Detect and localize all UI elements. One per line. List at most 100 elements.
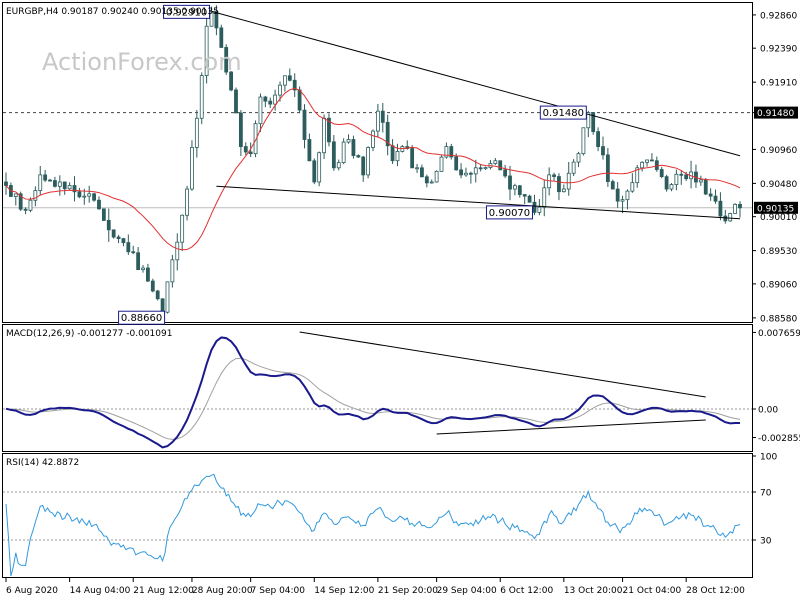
candle — [346, 134, 351, 144]
candle-body — [336, 162, 341, 169]
candle — [650, 153, 654, 162]
price-annotation-label-3: 0.90070 — [489, 208, 530, 219]
candle — [429, 179, 434, 184]
candle — [434, 170, 439, 183]
candle-body — [459, 169, 463, 176]
candle — [483, 166, 488, 170]
candle — [67, 182, 72, 190]
price-tick-label: 0.88580 — [760, 314, 797, 324]
candle-body — [483, 167, 488, 170]
candle — [366, 146, 371, 179]
candle — [38, 166, 43, 196]
candle — [674, 169, 679, 191]
candle-body — [297, 89, 302, 111]
candle-body — [258, 96, 263, 125]
candle-body — [43, 174, 48, 181]
candle-body — [380, 110, 385, 123]
candle — [738, 201, 742, 218]
candle-body — [292, 79, 297, 91]
candle-body — [424, 176, 429, 184]
candle — [566, 161, 571, 196]
candle — [542, 179, 547, 217]
candle-body — [229, 71, 233, 91]
x-tick-label: 6 Aug 2020 — [6, 586, 58, 596]
candle-body — [18, 193, 23, 210]
candle — [224, 44, 229, 75]
candle — [591, 112, 596, 135]
candle-body — [351, 139, 356, 156]
candle-body — [542, 187, 547, 208]
x-tick-label: 6 Oct 12:00 — [500, 586, 553, 596]
candle-body — [106, 220, 111, 231]
candle — [468, 171, 473, 184]
candle-body — [723, 215, 728, 222]
candle — [263, 95, 268, 108]
rsi-tick-label: 70 — [760, 489, 772, 499]
x-tick-label: 7 Sep 04:00 — [251, 586, 306, 596]
candle — [331, 135, 336, 171]
candle — [307, 133, 312, 162]
candle — [356, 154, 361, 158]
candle-body — [434, 170, 439, 183]
candle-body — [473, 167, 478, 175]
candle — [517, 185, 522, 198]
candle-body — [478, 167, 483, 170]
price-tick-label: 0.90480 — [760, 180, 797, 190]
candle — [703, 178, 708, 196]
candle — [92, 192, 96, 202]
candle-body — [698, 179, 703, 183]
candle-body — [703, 179, 708, 195]
candle-body — [493, 160, 498, 164]
candle — [439, 155, 444, 172]
candle — [185, 185, 189, 221]
candle-body — [679, 173, 684, 176]
candle-body — [57, 181, 62, 187]
candle — [561, 184, 566, 193]
price-tick-label: 0.90010 — [760, 213, 797, 223]
candle — [478, 164, 483, 172]
candle — [586, 110, 591, 138]
candle-body — [87, 193, 92, 197]
candle-body — [439, 156, 444, 172]
candle-body — [718, 200, 723, 217]
candle-body — [449, 146, 454, 158]
candle — [48, 178, 52, 182]
candle-body — [566, 172, 571, 190]
candle — [698, 175, 703, 186]
candle-body — [121, 238, 126, 244]
candle-body — [454, 156, 459, 171]
price-annotation-box-1 — [118, 310, 166, 325]
candle — [552, 172, 556, 181]
price-tick-label: 0.89530 — [760, 247, 797, 257]
candle — [395, 143, 400, 167]
candle-body — [390, 145, 395, 162]
candle-body — [557, 176, 561, 193]
candle — [596, 127, 600, 152]
candle — [146, 263, 150, 283]
candle — [669, 183, 674, 192]
price-annotation-box-0 — [163, 4, 211, 19]
candle-body — [331, 141, 336, 169]
candle-body — [219, 27, 224, 48]
candle-body — [591, 112, 596, 133]
candle-body — [180, 214, 185, 243]
candle-body — [53, 180, 57, 187]
candle — [498, 160, 503, 171]
candle — [415, 163, 419, 173]
candle-body — [13, 193, 18, 197]
current-price-tag — [754, 201, 798, 214]
candle — [385, 114, 390, 156]
candle — [718, 192, 723, 221]
candle — [62, 181, 67, 195]
candle-body — [371, 130, 375, 148]
price-tick-label: 0.91910 — [760, 79, 797, 89]
x-tick-label: 21 Oct 04:00 — [623, 586, 682, 596]
candle — [190, 140, 194, 191]
candle-body — [150, 280, 155, 292]
candle — [410, 145, 415, 169]
candle-body — [204, 25, 209, 76]
candle-body — [684, 174, 689, 180]
candle — [351, 135, 356, 159]
candle-body — [307, 139, 312, 162]
candle-body — [175, 241, 180, 261]
